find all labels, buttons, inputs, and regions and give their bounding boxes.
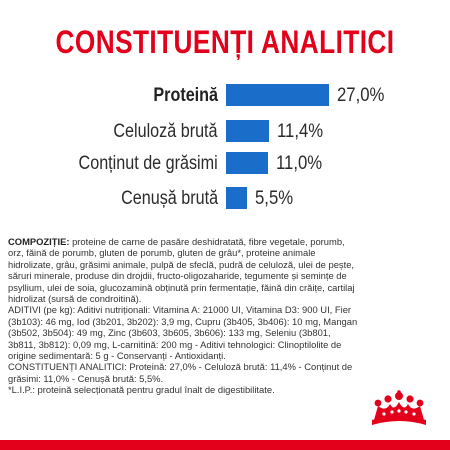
bar-row: Celuloză brută 11,4% xyxy=(0,116,450,148)
bar-row: Cenușă brută 5,5% xyxy=(0,183,450,215)
bar-value-label: 27,0% xyxy=(337,85,385,106)
bar-mark xyxy=(226,152,268,174)
ingredients-text: proteine de carne de pasăre deshidratată… xyxy=(8,236,355,305)
bar-value-label: 11,0% xyxy=(276,153,323,174)
bar-mark xyxy=(226,120,269,142)
analytical-constituents-chart: Proteină 27,0% Celuloză brută 11,4% Conținut… xyxy=(0,80,450,215)
bar-category-label: Cenușă brută xyxy=(121,188,218,209)
constituents-text: CONSTITUENȚI ANALITICI: Proteină: 27,0% … xyxy=(8,361,353,384)
composition-block: COMPOZIȚIE: proteine de carne de pasăre … xyxy=(8,236,360,396)
crown-icon xyxy=(364,390,434,428)
bar-category-label: Celuloză brută xyxy=(113,121,218,142)
footer-bar xyxy=(0,440,450,450)
ingredients-paragraph: COMPOZIȚIE: proteine de carne de pasăre … xyxy=(8,236,360,304)
bar-mark xyxy=(226,84,329,106)
page-title: CONSTITUENȚI ANALITICI xyxy=(55,24,395,60)
bar-row: Proteină 27,0% xyxy=(0,80,450,112)
bar-row: Conținut de grăsimi 11,0% xyxy=(0,148,450,180)
bar-mark xyxy=(226,187,247,209)
composition-heading: COMPOZIȚIE: xyxy=(8,236,70,247)
footnote-text: *L.I.P.: proteină selecționată pentru gr… xyxy=(8,384,275,396)
bar-category-label: Proteină xyxy=(153,85,218,106)
additives-text: ADITIVI (pe kg): Aditivi nutriționali: V… xyxy=(8,304,358,362)
bar-value-label: 11,4% xyxy=(277,121,324,142)
bar-value-label: 5,5% xyxy=(255,188,294,209)
bar-category-label: Conținut de grăsimi xyxy=(78,153,218,174)
